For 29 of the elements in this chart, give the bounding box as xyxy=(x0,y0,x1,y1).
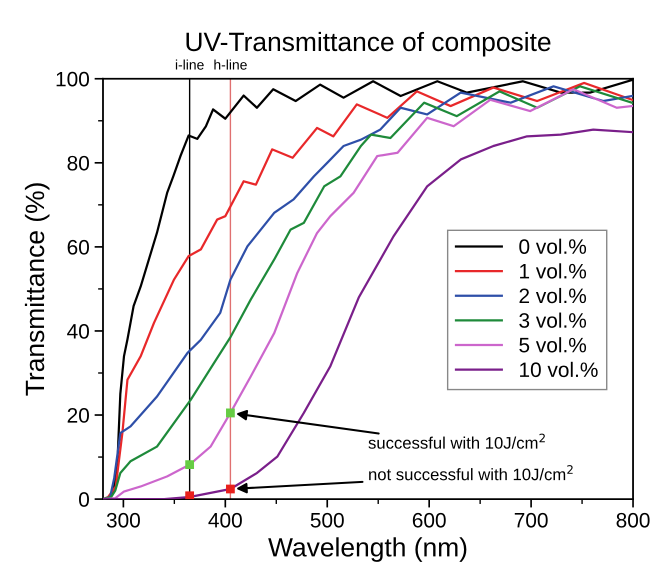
y-tick-label: 0 xyxy=(79,492,89,507)
x-tick-label: 700 xyxy=(514,512,548,528)
legend-label: 1 vol.% xyxy=(520,263,586,279)
y-tick-label: 40 xyxy=(67,324,89,339)
legend-label: 5 vol.% xyxy=(519,337,586,352)
point xyxy=(226,408,235,418)
x-tick-label: 600 xyxy=(412,512,446,528)
x-tick-label: 500 xyxy=(310,512,344,528)
ref-line-label: h-line xyxy=(214,59,247,70)
y-axis-title: Transmittance (%) xyxy=(24,183,50,396)
x-tick-label: 800 xyxy=(616,512,650,528)
y-tick-label: 100 xyxy=(56,72,89,86)
annotation: not successful with 10J/cm$^{2}$ xyxy=(369,465,573,480)
ref-line-label: i-line xyxy=(176,59,204,70)
annotation: successful with 10J/cm$^{2}$ xyxy=(368,434,545,449)
legend-label: 10 vol.% xyxy=(520,362,598,378)
x-axis-title: Wavelength (nm) xyxy=(268,537,466,562)
point xyxy=(185,460,194,470)
point xyxy=(185,491,194,500)
legend-label: 3 vol.% xyxy=(519,312,586,328)
y-tick-label: 60 xyxy=(68,240,89,255)
x-tick-label: 300 xyxy=(106,512,140,528)
legend-label: 0 vol.% xyxy=(519,238,586,254)
legend-label: 2 vol.% xyxy=(520,288,586,304)
chart-title: UV-Transmittance of composite xyxy=(186,32,550,56)
y-tick-label: 80 xyxy=(68,156,89,171)
x-tick-label: 400 xyxy=(208,512,242,528)
point xyxy=(226,484,235,494)
y-tick-label: 20 xyxy=(68,408,89,423)
